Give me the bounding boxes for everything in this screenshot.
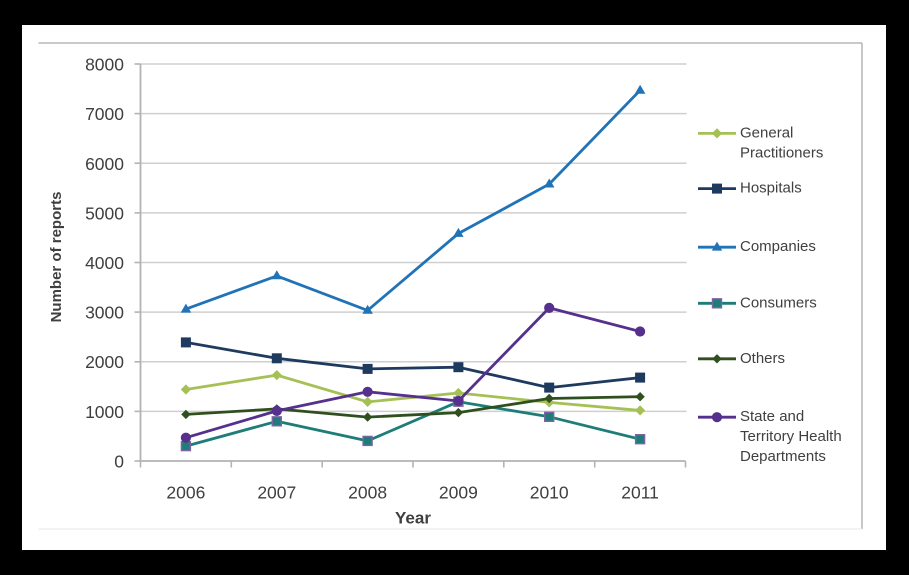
svg-text:2007: 2007 [257,483,296,503]
svg-text:Others: Others [740,350,785,367]
svg-text:0: 0 [114,452,124,472]
svg-text:General: General [740,124,793,141]
svg-text:Consumers: Consumers [740,294,817,311]
svg-text:Departments: Departments [740,448,826,465]
svg-text:Year: Year [395,509,431,528]
svg-text:2006: 2006 [166,483,205,503]
svg-text:Practitioners: Practitioners [740,144,823,161]
svg-text:1000: 1000 [85,402,124,422]
svg-text:3000: 3000 [85,303,124,323]
svg-text:Hospitals: Hospitals [740,180,802,197]
svg-text:6000: 6000 [85,154,124,174]
svg-text:2000: 2000 [85,352,124,372]
svg-text:Territory Health: Territory Health [740,428,842,445]
svg-text:2008: 2008 [348,483,387,503]
svg-text:2011: 2011 [621,483,659,503]
svg-text:4000: 4000 [85,253,124,273]
svg-text:Number of reports: Number of reports [48,192,65,323]
svg-text:State and: State and [740,408,804,425]
svg-text:2010: 2010 [530,483,569,503]
svg-text:5000: 5000 [85,203,124,223]
svg-text:8000: 8000 [85,55,124,75]
svg-text:Companies: Companies [740,238,816,255]
svg-text:2009: 2009 [439,483,478,503]
svg-text:7000: 7000 [85,104,124,124]
